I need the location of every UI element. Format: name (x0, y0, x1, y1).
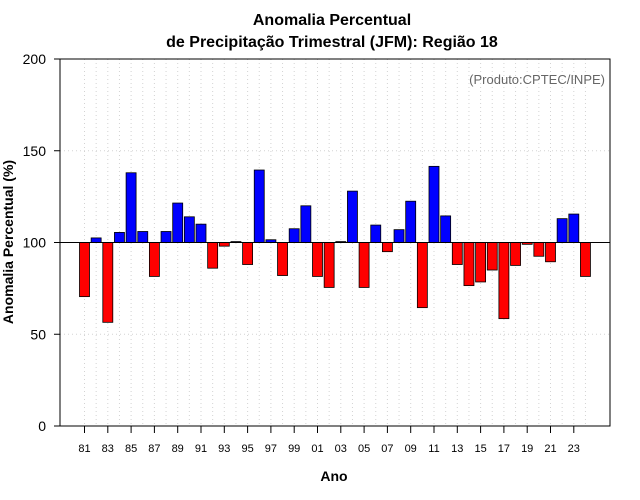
x-tick-label: 91 (195, 443, 207, 455)
bar-2000 (300, 205, 312, 243)
bar-1982 (90, 237, 102, 243)
bar-1986 (137, 231, 149, 243)
bar-2013 (451, 242, 463, 265)
bar-2001 (312, 242, 323, 277)
bar-2008 (393, 229, 405, 243)
x-tick-label: 95 (241, 443, 253, 455)
x-tick-label: 03 (335, 443, 347, 455)
bar-1989 (172, 202, 184, 243)
bar-1984 (114, 232, 125, 243)
bar-2022 (556, 218, 568, 243)
x-tick-label: 93 (218, 443, 230, 455)
bar-1993 (218, 242, 230, 247)
x-tick-label: 81 (78, 443, 90, 455)
bar-1999 (288, 228, 300, 243)
x-tick-label: 89 (172, 443, 184, 455)
x-tick-label: 13 (451, 443, 463, 455)
credit-text: (Produto:CPTEC/INPE) (469, 72, 605, 87)
bar-1992 (207, 242, 219, 269)
x-tick-label: 21 (544, 443, 556, 455)
x-tick-label: 19 (521, 443, 533, 455)
y-tick-label: 50 (30, 326, 46, 342)
bar-2018 (510, 242, 521, 266)
bar-2023 (568, 213, 580, 243)
y-tick-label: 0 (38, 418, 46, 434)
bar-2015 (475, 242, 487, 283)
bar-2009 (405, 200, 417, 243)
bar-2012 (440, 215, 452, 243)
x-axis-label: Ano (320, 468, 347, 484)
bar-2004 (347, 190, 358, 243)
bar-2020 (533, 242, 545, 257)
bar-1981 (79, 242, 90, 298)
bar-1985 (125, 172, 137, 243)
bar-2002 (323, 242, 335, 288)
y-tick-label: 100 (23, 235, 47, 251)
bar-2010 (416, 242, 428, 309)
x-tick-label: 07 (381, 443, 393, 455)
y-axis: 0 50 100 150 200 (23, 51, 60, 434)
chart-title-line-1: Anomalia Percentual (253, 12, 411, 29)
y-axis-label: Anomalia Percentual (%) (0, 160, 16, 324)
x-tick-label: 99 (288, 443, 300, 455)
x-axis: 81 83 85 87 89 91 93 95 97 99 01 03 05 07 09 11 13 15 17 19… (78, 426, 580, 455)
bar-2024 (580, 242, 591, 277)
bar-2011 (428, 165, 440, 243)
x-tick-label: 85 (125, 443, 137, 455)
x-tick-label: 11 (428, 443, 439, 455)
bar-1991 (195, 223, 207, 243)
x-tick-label: 05 (358, 443, 370, 455)
bar-2007 (381, 242, 393, 253)
x-tick-label: 15 (474, 443, 486, 455)
x-tick-label: 23 (568, 443, 580, 455)
x-tick-label: 01 (311, 443, 323, 455)
bar-1983 (102, 242, 114, 323)
bar-2005 (358, 242, 370, 288)
bar-1996 (253, 169, 265, 243)
x-tick-label: 09 (405, 443, 417, 455)
x-tick-label: 97 (265, 443, 277, 455)
x-tick-label: 17 (498, 443, 510, 455)
bar-2021 (545, 242, 556, 263)
y-tick-label: 150 (23, 143, 47, 159)
bar-2014 (463, 242, 475, 287)
bar-1998 (277, 242, 288, 276)
y-tick-label: 200 (23, 51, 47, 67)
bar-2017 (498, 242, 510, 320)
chart-title-line-2: de Precipitação Trimestral (JFM): Região… (166, 34, 498, 51)
bar-1988 (160, 231, 172, 243)
bar-1995 (242, 242, 254, 265)
x-tick-label: 87 (148, 443, 160, 455)
bar-2016 (486, 242, 498, 271)
bar-1987 (148, 242, 160, 277)
bar-1990 (183, 216, 195, 243)
bar-2006 (370, 224, 382, 243)
x-tick-label: 83 (102, 443, 114, 455)
bars (79, 165, 591, 323)
